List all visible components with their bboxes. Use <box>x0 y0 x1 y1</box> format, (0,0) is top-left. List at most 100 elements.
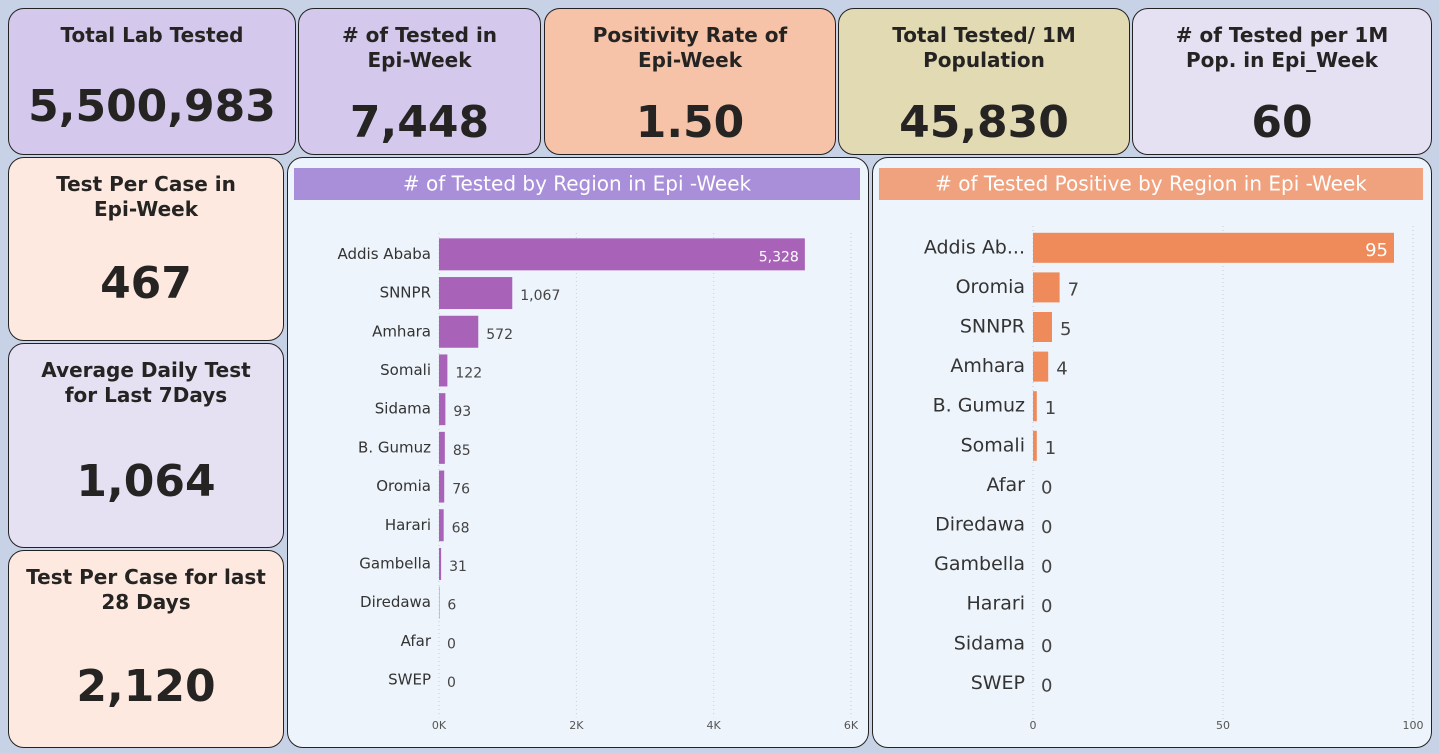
chart-title: # of Tested by Region in Epi -Week <box>403 172 752 196</box>
x-tick-label: 100 <box>1403 719 1424 732</box>
bar <box>439 431 445 464</box>
kpi-title: # of Tested per 1M Pop. in Epi_Week <box>1175 23 1389 72</box>
data-label: 76 <box>452 482 470 498</box>
category-label: Addis Ababa <box>338 245 431 263</box>
bar <box>1033 312 1052 342</box>
data-label: 95 <box>1365 240 1388 261</box>
bar <box>439 509 444 542</box>
bar <box>1033 272 1060 303</box>
data-label: 0 <box>447 675 456 691</box>
data-label: 0 <box>1041 517 1052 538</box>
category-label: SNNPR <box>380 284 431 302</box>
data-label: 1 <box>1045 398 1056 419</box>
category-label: Harari <box>385 516 431 534</box>
data-label: 6 <box>447 598 456 614</box>
category-label: Addis Ab... <box>924 236 1025 258</box>
kpi-title: Total Lab Tested <box>60 23 244 47</box>
category-label: Afar <box>987 474 1026 496</box>
bar <box>439 547 442 580</box>
data-label: 1 <box>1045 438 1056 459</box>
bar <box>439 354 448 387</box>
x-tick-label: 0 <box>1030 719 1037 732</box>
data-label: 0 <box>1041 636 1052 657</box>
chart-title: # of Tested Positive by Region in Epi -W… <box>935 172 1367 196</box>
kpi-value: 7,448 <box>349 97 490 148</box>
x-tick-label: 0K <box>432 719 447 732</box>
chart: # of Tested by Region in Epi -Week 0K 2K 4K… <box>294 168 860 732</box>
data-label: 93 <box>453 404 471 420</box>
x-tick-label: 50 <box>1216 719 1230 732</box>
data-label: 0 <box>1041 557 1052 578</box>
data-label: 1,067 <box>520 288 560 304</box>
kpi-card: Test Per Case for last 28 Days 2,120 <box>8 550 284 748</box>
category-label: Somali <box>380 361 431 379</box>
category-label: B. Gumuz <box>933 395 1025 417</box>
data-label: 31 <box>449 559 467 575</box>
category-label: Diredawa <box>935 514 1025 536</box>
title-bar <box>879 168 1423 200</box>
bar <box>439 470 445 503</box>
title-bar <box>294 168 860 200</box>
kpi-value: 45,830 <box>899 97 1069 148</box>
data-label: 572 <box>486 327 513 343</box>
data-label: 122 <box>455 365 482 381</box>
category-label: Diredawa <box>360 593 431 611</box>
category-label: Gambella <box>359 554 431 572</box>
data-label: 5 <box>1060 319 1071 340</box>
bar <box>1033 232 1394 263</box>
kpi-title: Positivity Rate of Epi-Week <box>592 23 788 72</box>
kpi-value: 60 <box>1251 97 1313 148</box>
kpi-title: # of Tested in Epi-Week <box>341 23 498 72</box>
category-label: Sidama <box>375 400 431 418</box>
kpi-title: Total Tested/ 1M Population <box>892 23 1076 72</box>
bar <box>439 238 805 271</box>
chart-panel: # of Tested Positive by Region in Epi -W… <box>872 157 1432 748</box>
kpi-title: Test Per Case in Epi-Week <box>56 172 236 221</box>
kpi-card: # of Tested per 1M Pop. in Epi_Week 60 <box>1132 8 1432 155</box>
data-label: 7 <box>1068 279 1079 300</box>
category-label: Gambella <box>934 553 1025 575</box>
category-label: Harari <box>967 593 1025 615</box>
category-label: SWEP <box>971 672 1025 694</box>
bar <box>1033 391 1037 422</box>
kpi-value: 1,064 <box>76 456 216 507</box>
category-label: Amhara <box>950 355 1025 377</box>
data-label: 0 <box>1041 477 1052 498</box>
category-label: Sidama <box>954 632 1025 654</box>
data-label: 68 <box>452 520 470 536</box>
data-label: 85 <box>453 443 471 459</box>
kpi-value: 467 <box>100 258 192 309</box>
bar <box>1033 351 1049 382</box>
bar <box>439 277 513 310</box>
chart-panel: # of Tested by Region in Epi -Week 0K 2K 4K… <box>287 157 869 748</box>
category-label: Afar <box>401 632 432 650</box>
chart: # of Tested Positive by Region in Epi -W… <box>879 168 1424 732</box>
kpi-title: Average Daily Test for Last 7Days <box>41 358 251 407</box>
category-label: Oromia <box>376 477 431 495</box>
category-label: Amhara <box>372 322 431 340</box>
category-label: SWEP <box>388 671 431 689</box>
data-label: 0 <box>1041 675 1052 696</box>
bar <box>1033 430 1037 461</box>
kpi-value: 2,120 <box>76 661 216 712</box>
kpi-card: Test Per Case in Epi-Week 467 <box>8 157 284 341</box>
kpi-card: # of Tested in Epi-Week 7,448 <box>298 8 541 155</box>
kpi-card: Total Tested/ 1M Population 45,830 <box>838 8 1130 155</box>
x-tick-label: 4K <box>707 719 722 732</box>
category-label: SNNPR <box>960 316 1025 338</box>
kpi-card: Average Daily Test for Last 7Days 1,064 <box>8 343 284 548</box>
x-tick-label: 2K <box>569 719 584 732</box>
data-label: 4 <box>1056 359 1067 380</box>
bar <box>439 315 479 348</box>
data-label: 0 <box>447 636 456 652</box>
kpi-value: 1.50 <box>635 97 745 148</box>
kpi-title: Test Per Case for last 28 Days <box>26 565 266 614</box>
category-label: B. Gumuz <box>358 438 431 456</box>
kpi-value: 5,500,983 <box>28 81 276 132</box>
bar <box>439 393 446 426</box>
kpi-card: Positivity Rate of Epi-Week 1.50 <box>544 8 836 155</box>
category-label: Somali <box>961 434 1025 456</box>
data-label: 0 <box>1041 596 1052 617</box>
data-label: 5,328 <box>759 249 799 265</box>
